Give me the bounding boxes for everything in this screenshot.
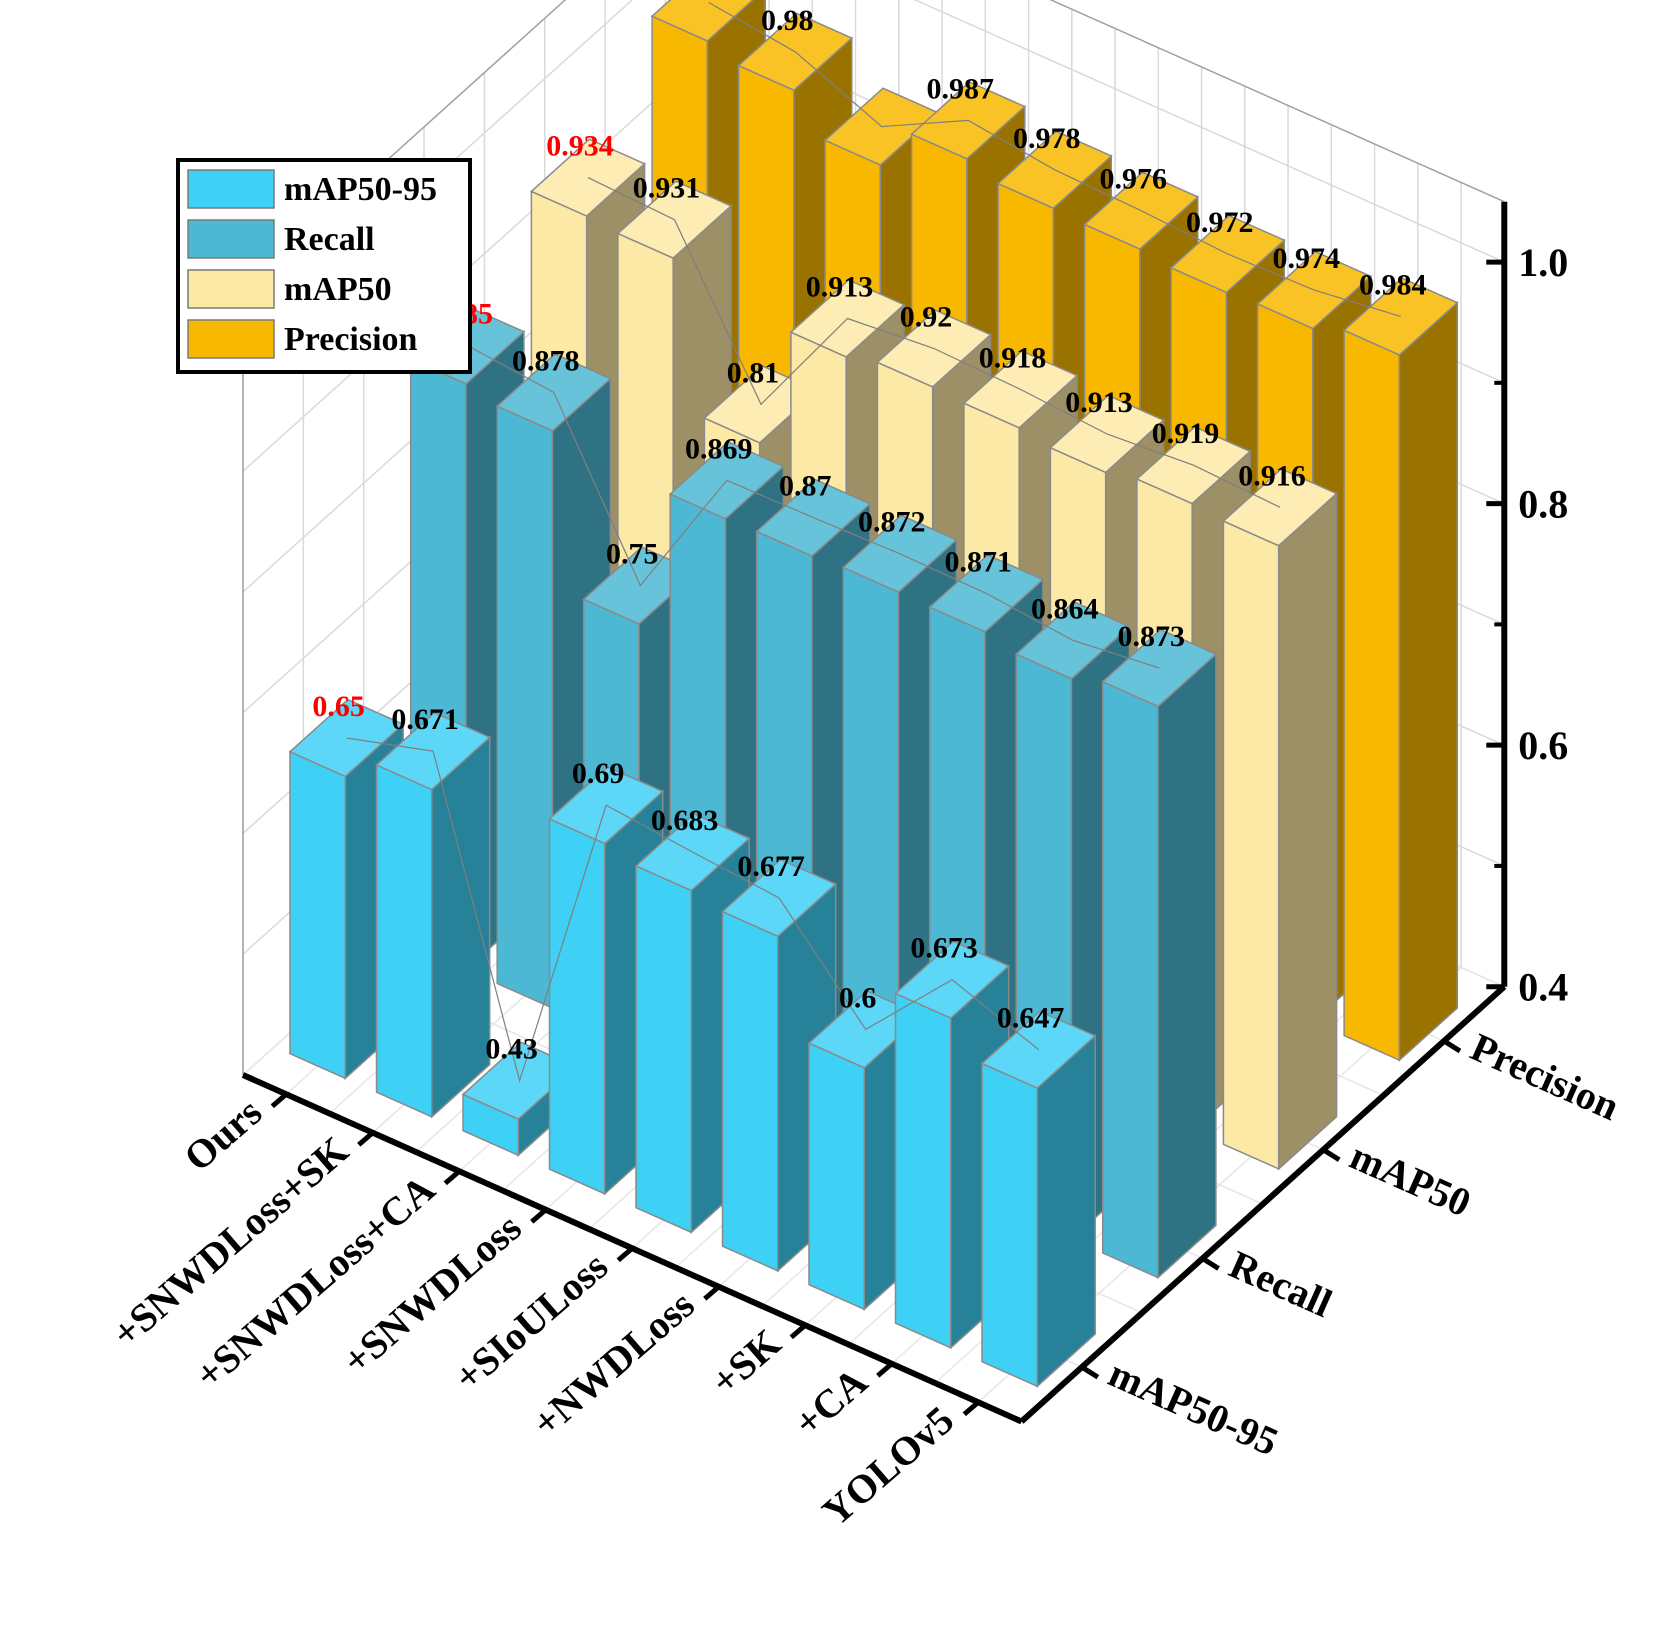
legend-swatch [187, 219, 275, 259]
bars-layer [288, 0, 1459, 1388]
category-label: +SNWDLoss+SK [103, 1128, 357, 1357]
legend-swatch [187, 319, 275, 359]
legend-swatch [187, 169, 275, 209]
bar [1222, 468, 1338, 1171]
data-label: 0.673 [910, 932, 978, 965]
data-label: 0.873 [1118, 620, 1186, 653]
data-label: 0.913 [806, 270, 874, 303]
series-connector-line [587, 177, 1281, 508]
data-label: 0.75 [606, 538, 659, 571]
data-label: 0.976 [1099, 163, 1167, 196]
data-label: 0.878 [512, 344, 580, 377]
data-label: 0.913 [1065, 386, 1133, 419]
category-label: +CA [785, 1359, 875, 1446]
data-label: 0.6 [839, 981, 877, 1014]
category-tick [616, 1246, 634, 1263]
metric-axis [1019, 984, 1507, 1424]
metric-label: mAP50 [1344, 1133, 1478, 1226]
metric-tick [1201, 1256, 1220, 1271]
data-label: 0.65 [312, 690, 365, 723]
legend-label: mAP50-95 [284, 171, 437, 208]
data-label: 0.919 [1152, 417, 1220, 450]
category-label: +SNWDLoss+CA [186, 1166, 443, 1398]
data-label: 0.984 [1359, 269, 1427, 302]
bar [980, 1010, 1097, 1388]
category-tick [270, 1092, 288, 1109]
data-label: 0.974 [1272, 242, 1340, 275]
data-label: 0.987 [926, 72, 994, 105]
legend: mAP50-95 Recall mAP50 Precision [176, 158, 472, 374]
bar [1342, 277, 1459, 1062]
data-label: 0.43 [485, 1033, 538, 1066]
data-label: 0.69 [572, 757, 625, 790]
category-tick [443, 1169, 461, 1186]
category-tick [789, 1323, 807, 1340]
metric-tick [1080, 1365, 1100, 1380]
data-label: 0.671 [391, 703, 459, 736]
grid-line [913, 0, 1505, 263]
bar [375, 711, 492, 1119]
data-label: 0.931 [633, 172, 701, 205]
bar [894, 940, 1011, 1350]
legend-label: Precision [284, 321, 418, 358]
data-label: 0.81 [727, 356, 780, 389]
z-tick-label: 0.4 [1518, 965, 1568, 1010]
category-label: +SK [702, 1320, 789, 1404]
metric-label: Precision [1464, 1024, 1626, 1129]
data-label: 0.677 [737, 850, 805, 883]
category-label: Ours [175, 1089, 270, 1180]
connector-lines-layer [346, 1, 1401, 1083]
z-tick-label: 0.6 [1518, 723, 1568, 768]
data-label: 0.647 [997, 1002, 1065, 1035]
data-label: 0.87 [779, 470, 832, 503]
metric-label: mAP50-95 [1102, 1350, 1285, 1464]
data-label: 0.918 [979, 341, 1047, 374]
legend-label: Recall [284, 221, 375, 258]
legend-swatch [187, 269, 275, 309]
metric-tick [1321, 1147, 1341, 1162]
data-label: 0.972 [1186, 206, 1254, 239]
data-label: 0.871 [945, 545, 1013, 578]
z-tick-label: 1.0 [1518, 240, 1568, 285]
grid-line [242, 35, 727, 472]
metric-label: Recall [1223, 1242, 1339, 1326]
data-label: 0.98 [761, 4, 814, 37]
category-tick [530, 1207, 548, 1224]
category-tick [703, 1284, 721, 1301]
data-label: 0.683 [651, 804, 719, 837]
data-label: 0.934 [546, 130, 614, 163]
metric-tick [1442, 1038, 1462, 1054]
data-label: 0.864 [1031, 592, 1099, 625]
z-tick-label: 0.8 [1518, 482, 1568, 527]
data-label: 0.916 [1238, 459, 1306, 492]
data-label: 0.869 [685, 432, 753, 465]
series-connector-line [467, 344, 1160, 669]
series-connector-line [346, 737, 1039, 1083]
data-label: 0.92 [900, 301, 953, 334]
frame-edge [1049, 0, 1505, 203]
category-tick [876, 1361, 894, 1378]
series-connector-line [708, 1, 1401, 318]
data-label: 0.978 [1013, 122, 1081, 155]
category-tick [962, 1400, 980, 1417]
data-label: 0.872 [858, 506, 926, 539]
category-tick [357, 1130, 375, 1147]
bar [1101, 628, 1218, 1280]
legend-label: mAP50 [284, 271, 392, 308]
